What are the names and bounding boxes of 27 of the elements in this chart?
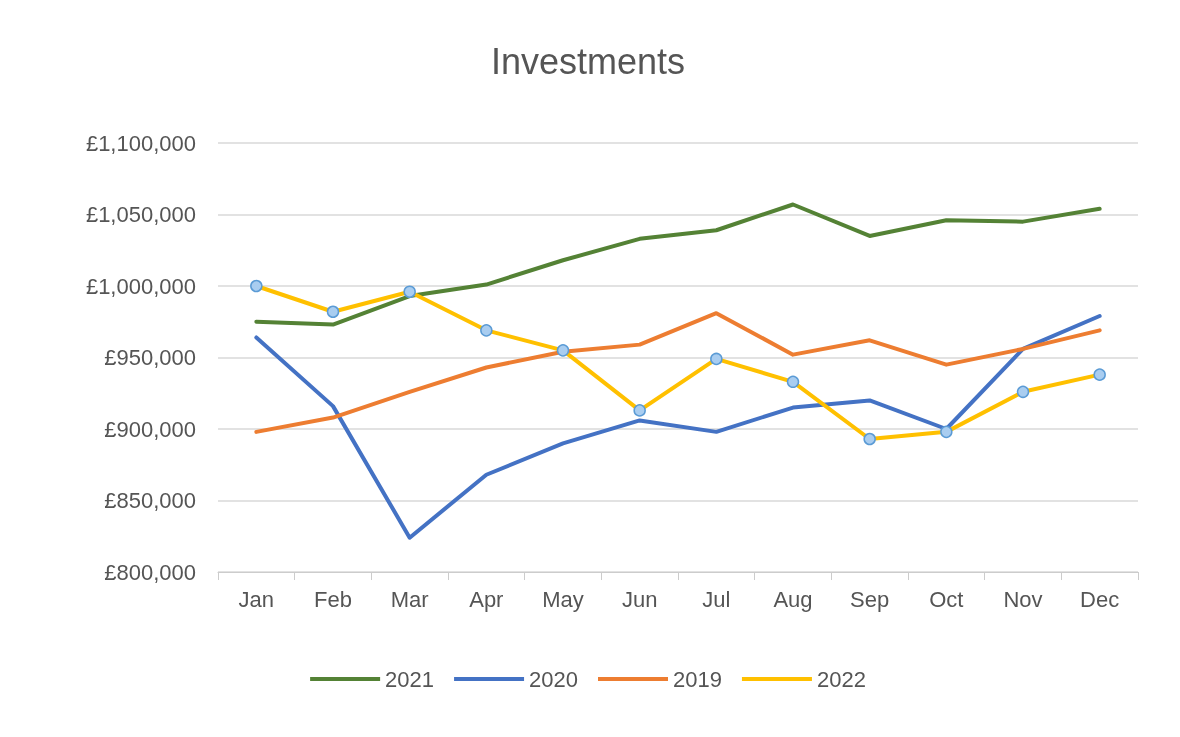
line-series — [254, 311, 1102, 434]
line-series — [254, 202, 1102, 327]
y-tick-label: £1,000,000 — [85, 273, 196, 299]
x-tick-label: Apr — [469, 586, 504, 612]
line-series — [254, 314, 1102, 540]
x-tick-label: May — [542, 586, 584, 612]
x-tick-label: Nov — [1003, 586, 1043, 612]
y-tick-label: £850,000 — [104, 488, 196, 513]
chart-title: Investments — [490, 40, 686, 82]
x-tick-label: Dec — [1080, 586, 1120, 612]
legend-label: 2020 — [529, 666, 579, 692]
legend-label: 2019 — [673, 666, 722, 692]
y-tick-label: £800,000 — [104, 559, 196, 585]
x-tick-label: Jun — [621, 586, 658, 612]
y-tick-label: £1,050,000 — [85, 202, 196, 227]
legend-label: 2022 — [816, 666, 866, 692]
x-tick-label: Aug — [773, 586, 813, 612]
x-tick-label: Mar — [390, 586, 429, 612]
x-tick-label: Feb — [314, 586, 352, 612]
x-tick-label: Jul — [702, 586, 731, 612]
y-tick-label: £950,000 — [104, 345, 196, 370]
y-tick-label: £900,000 — [104, 416, 196, 442]
x-tick-label: Sep — [850, 586, 890, 612]
x-tick-label: Oct — [929, 586, 964, 612]
legend-label: 2021 — [385, 666, 435, 692]
y-tick-label: £1,100,000 — [85, 130, 196, 156]
x-tick-label: Jan — [238, 586, 275, 612]
